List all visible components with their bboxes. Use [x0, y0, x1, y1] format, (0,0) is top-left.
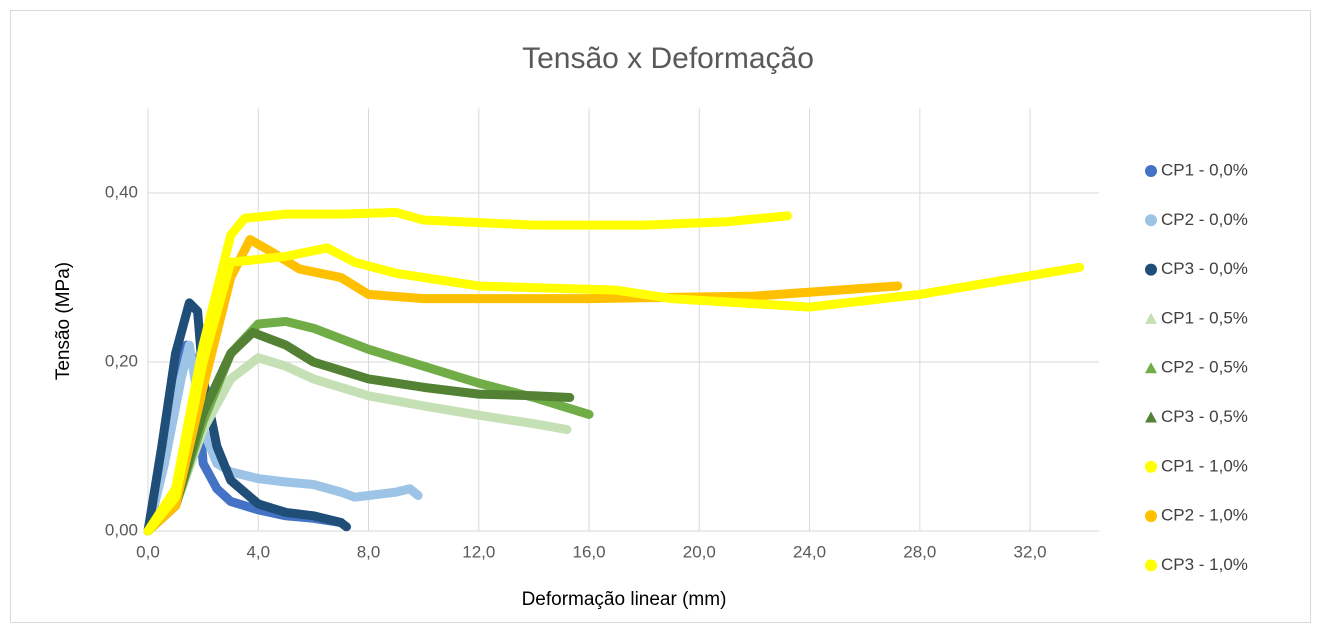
legend-label: CP2 - 1,0%	[1161, 506, 1248, 525]
chart-border	[10, 10, 1311, 623]
legend-marker	[1145, 460, 1157, 473]
y-tick-label: 0,40	[105, 182, 138, 201]
x-tick-label: 32,0	[1014, 542, 1047, 561]
chart-title: Tensão x Deformação	[522, 42, 814, 75]
series-line	[143, 340, 423, 536]
x-tick-label: 8,0	[357, 542, 381, 561]
legend-label: CP2 - 0,5%	[1161, 358, 1248, 377]
legend-label: CP1 - 0,0%	[1161, 160, 1248, 179]
series-line	[143, 243, 1085, 536]
legend-label: CP3 - 0,5%	[1161, 407, 1248, 426]
x-tick-label: 12,0	[462, 542, 495, 561]
y-axis-title: Tensão (MPa)	[53, 262, 74, 380]
y-tick-label: 0,20	[105, 351, 138, 370]
y-tick-label: 0,00	[105, 520, 138, 539]
series-line	[143, 327, 575, 536]
x-tick-label: 20,0	[683, 542, 716, 561]
legend-label: CP3 - 1,0%	[1161, 555, 1248, 574]
series-line	[143, 298, 351, 536]
legend-label: CP2 - 0,0%	[1161, 210, 1248, 229]
legend-marker	[1145, 263, 1157, 276]
x-tick-label: 28,0	[903, 542, 936, 561]
legend-marker	[1145, 559, 1157, 572]
legend-marker	[1145, 510, 1157, 523]
legend-label: CP3 - 0,0%	[1161, 259, 1248, 278]
x-tick-label: 0,0	[136, 542, 160, 561]
legend-marker	[1145, 411, 1157, 423]
legend-marker	[1145, 165, 1157, 177]
x-tick-label: 24,0	[793, 542, 826, 561]
legend-marker	[1145, 214, 1157, 227]
series-line	[143, 207, 793, 536]
legend-label: CP1 - 1,0%	[1161, 456, 1248, 475]
x-axis-title: Deformação linear (mm)	[522, 589, 727, 610]
legend-marker	[1145, 312, 1157, 324]
legend-label: CP1 - 0,5%	[1161, 308, 1248, 327]
series-line	[143, 234, 903, 536]
x-tick-label: 16,0	[572, 542, 605, 561]
x-tick-label: 4,0	[246, 542, 270, 561]
legend-marker	[1145, 362, 1157, 374]
